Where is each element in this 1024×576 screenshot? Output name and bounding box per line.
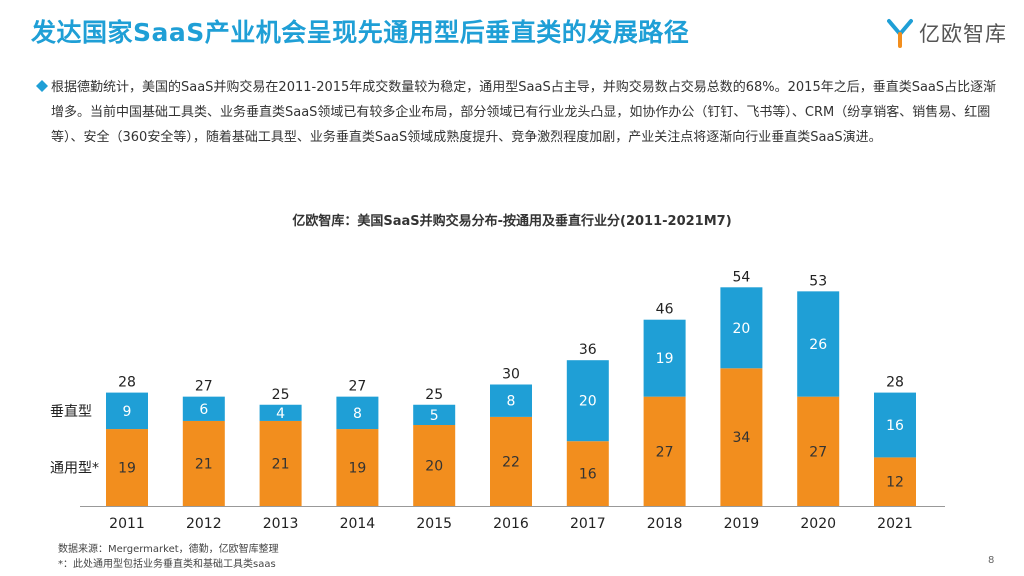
footnote-note: *：此处通用型包括业务垂直类和基础工具类saas xyxy=(58,559,276,570)
bar-vertical-2012 xyxy=(182,396,225,421)
tick-label-2017: 2017 xyxy=(570,516,606,532)
bar-vertical-2015 xyxy=(413,404,456,425)
tick-label-2015: 2015 xyxy=(416,516,452,532)
label-general-2015: 20 xyxy=(425,459,443,475)
footnote-source: 数据来源：Mergermarket，德勤，亿欧智库整理 xyxy=(58,544,279,555)
bar-vertical-2011 xyxy=(106,392,148,430)
tick-label-2011: 2011 xyxy=(109,516,145,532)
bar-general-2016 xyxy=(490,416,532,506)
tick-label-2013: 2013 xyxy=(263,516,299,532)
page-title: 发达国家SaaS产业机会呈现先通用型后垂直类的发展路径 xyxy=(31,18,690,47)
bar-general-2021 xyxy=(874,457,916,506)
label-total-2020: 53 xyxy=(809,273,827,289)
label-total-2017: 36 xyxy=(579,342,597,358)
label-vertical-2021: 16 xyxy=(886,418,904,434)
bar-vertical-2013 xyxy=(259,404,302,421)
bar-general-2019 xyxy=(720,368,763,506)
tick-label-2018: 2018 xyxy=(647,516,683,532)
label-total-2014: 27 xyxy=(348,379,366,395)
label-total-2018: 46 xyxy=(656,302,674,318)
bar-vertical-2018 xyxy=(643,319,686,397)
summary-paragraph: 根据德勤统计，美国的SaaS并购交易在2011-2015年成交数量较为稳定，通用… xyxy=(51,80,997,145)
bar-vertical-2016 xyxy=(490,384,532,417)
tick-label-2016: 2016 xyxy=(493,516,529,532)
tick-label-2014: 2014 xyxy=(340,516,376,532)
label-general-2012: 21 xyxy=(195,456,213,472)
bar-general-2011 xyxy=(106,429,148,506)
label-vertical-2018: 19 xyxy=(656,351,674,367)
label-general-2014: 19 xyxy=(348,461,366,477)
label-vertical-2011: 9 xyxy=(123,404,132,420)
label-total-2013: 25 xyxy=(272,387,290,403)
chart-title: 亿欧智库：美国SaaS并购交易分布-按通用及垂直行业分(2011-2021M7) xyxy=(292,214,732,229)
bar-general-2012 xyxy=(182,420,225,506)
label-vertical-2012: 6 xyxy=(199,402,208,418)
label-general-2011: 19 xyxy=(118,461,136,477)
tick-label-2012: 2012 xyxy=(186,516,222,532)
bar-general-2020 xyxy=(797,396,840,506)
label-vertical-2013: 4 xyxy=(276,406,285,422)
legend-general: 通用型* xyxy=(50,461,99,477)
page-number: 8 xyxy=(988,555,995,566)
bar-vertical-2019 xyxy=(720,287,763,369)
yiou-logo-icon xyxy=(887,19,913,48)
bar-vertical-2021 xyxy=(874,392,916,458)
label-total-2021: 28 xyxy=(886,375,904,391)
bar-general-2014 xyxy=(336,429,379,506)
bar-vertical-2014 xyxy=(336,396,379,430)
label-vertical-2019: 20 xyxy=(732,321,750,337)
label-general-2017: 16 xyxy=(579,467,597,483)
label-general-2020: 27 xyxy=(809,444,827,460)
tick-label-2019: 2019 xyxy=(724,516,760,532)
label-vertical-2015: 5 xyxy=(430,408,439,424)
tick-label-2021: 2021 xyxy=(877,516,913,532)
diamond-bullet-icon xyxy=(36,80,48,92)
legend-vertical: 垂直型 xyxy=(50,403,92,420)
logo-text: 亿欧智库 xyxy=(919,22,1007,46)
bar-general-2018 xyxy=(643,396,686,506)
label-total-2011: 28 xyxy=(118,375,136,391)
bar-vertical-2020 xyxy=(797,291,840,397)
label-general-2021: 12 xyxy=(886,475,904,491)
label-vertical-2016: 8 xyxy=(507,394,516,410)
label-general-2013: 21 xyxy=(272,456,290,472)
label-total-2012: 27 xyxy=(195,379,213,395)
bar-general-2017 xyxy=(566,441,609,506)
label-general-2016: 22 xyxy=(502,454,520,470)
label-total-2019: 54 xyxy=(732,269,750,285)
bar-general-2013 xyxy=(259,420,302,506)
label-total-2015: 25 xyxy=(425,387,443,403)
label-total-2016: 30 xyxy=(502,367,520,383)
label-general-2019: 34 xyxy=(732,430,750,446)
logo: 亿欧智库 xyxy=(887,16,1007,50)
bar-vertical-2017 xyxy=(566,360,609,442)
label-vertical-2014: 8 xyxy=(353,406,362,422)
bar-general-2015 xyxy=(413,425,456,506)
label-vertical-2017: 20 xyxy=(579,394,597,410)
tick-label-2020: 2020 xyxy=(800,516,836,532)
label-vertical-2020: 26 xyxy=(809,337,827,353)
label-general-2018: 27 xyxy=(656,444,674,460)
